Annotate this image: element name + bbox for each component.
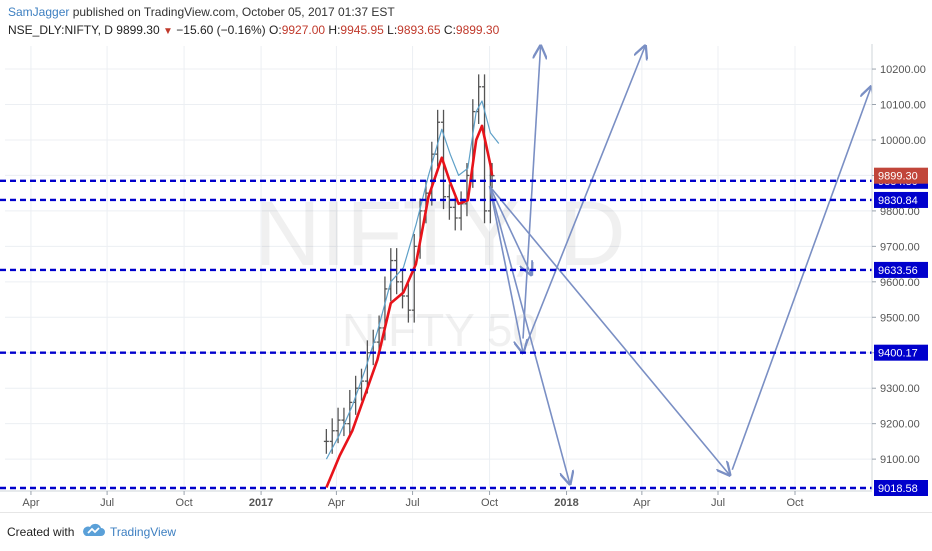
y-tick-label: 10000.00 <box>880 135 926 147</box>
projection-arrow <box>488 185 532 275</box>
projection-arrow <box>731 87 871 471</box>
published-text: published on TradingView.com, October 05… <box>69 5 395 19</box>
open-label: O: <box>269 23 282 37</box>
close-value: 9899.30 <box>455 23 500 37</box>
tradingview-cloud-icon <box>83 523 105 536</box>
current-price-label-bg <box>874 167 928 184</box>
ema-fast-line <box>325 124 494 489</box>
level-price-label-bg <box>874 261 928 278</box>
x-tick-label: Jul <box>100 497 114 509</box>
low-label: L: <box>387 23 398 37</box>
x-tick-label: Jul <box>711 497 725 509</box>
x-tick-label: 2018 <box>554 497 578 509</box>
y-tick-label: 10100.00 <box>880 100 926 112</box>
current-price-label: 9899.30 <box>878 171 918 183</box>
y-tick-label: 9200.00 <box>880 419 920 431</box>
y-tick-label: 9500.00 <box>880 312 920 324</box>
level-price-label-bg <box>874 191 928 208</box>
ema-slow-line <box>325 100 500 460</box>
chart-header: SamJagger published on TradingView.com, … <box>0 0 932 44</box>
x-tick-label: Oct <box>481 497 498 509</box>
symbol-label: NSE_DLY:NIFTY, D <box>8 23 113 37</box>
projection-arrow <box>488 185 523 353</box>
low-value: 9893.65 <box>397 23 441 37</box>
projection-arrow <box>522 46 541 339</box>
y-tick-label: 9600.00 <box>880 277 920 289</box>
level-price-label-bg <box>874 344 928 361</box>
open-value: 9927.00 <box>281 23 326 37</box>
last-price: 9899.30 <box>116 23 160 37</box>
y-tick-label: 9800.00 <box>880 206 920 218</box>
level-price-label: 9400.17 <box>878 348 918 360</box>
high-value: 9945.95 <box>340 23 384 37</box>
y-tick-label: 9700.00 <box>880 241 920 253</box>
author-link[interactable]: SamJagger <box>8 5 70 19</box>
watermark-name: NIFTY 50 <box>342 304 538 356</box>
x-tick-label: Jul <box>406 497 420 509</box>
x-tick-label: Apr <box>633 497 650 509</box>
high-label: H: <box>328 23 341 37</box>
x-tick-label: Oct <box>786 497 803 509</box>
ohlc-bars <box>323 74 495 454</box>
level-price-label: 9633.56 <box>878 265 918 277</box>
y-tick-label: 9100.00 <box>880 454 920 466</box>
x-tick-label: Apr <box>22 497 39 509</box>
down-triangle-icon: ▼ <box>163 26 173 37</box>
x-tick-label: Oct <box>176 497 193 509</box>
x-tick-label: 2017 <box>249 497 273 509</box>
close-label: C: <box>443 23 456 37</box>
tradingview-link[interactable]: TradingView <box>110 525 177 539</box>
publish-info: SamJagger published on TradingView.com, … <box>8 5 395 19</box>
level-price-label: 9018.58 <box>878 483 918 495</box>
created-with-text: Created with <box>7 525 75 539</box>
grid <box>5 46 872 488</box>
horizontal-levels <box>0 179 872 490</box>
y-tick-label: 10200.00 <box>880 64 926 76</box>
price-change: −15.60 (−0.16%) <box>176 23 266 37</box>
level-price-label: 9830.84 <box>878 195 918 207</box>
footer: Created with TradingView <box>0 512 932 551</box>
level-price-label-bg <box>874 480 928 496</box>
x-tick-label: Apr <box>328 497 345 509</box>
ohlc-legend: NSE_DLY:NIFTY, D 9899.30 ▼ −15.60 (−0.16… <box>8 23 499 37</box>
y-tick-label: 9300.00 <box>880 383 920 395</box>
